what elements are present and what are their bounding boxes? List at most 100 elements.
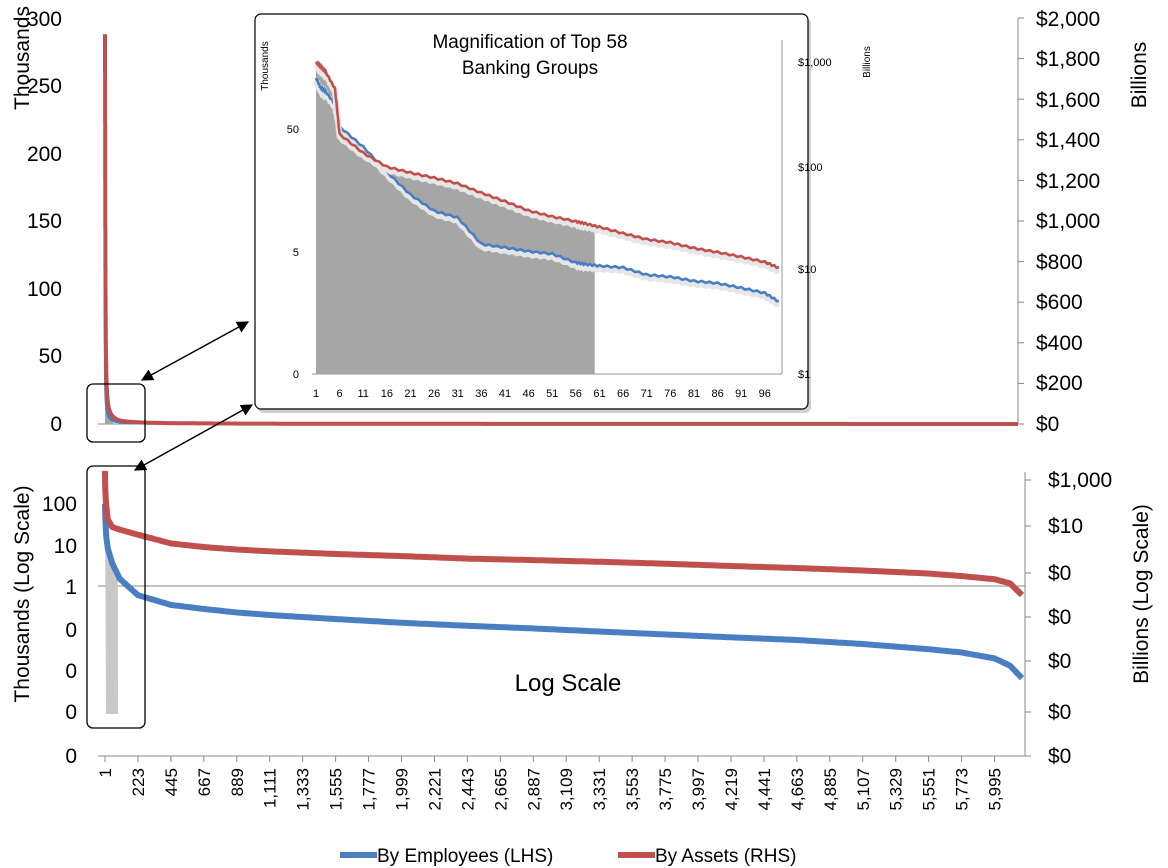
inset-x-tick: 51 [546, 388, 558, 400]
inset-x-tick: 6 [337, 388, 343, 400]
inset-title-line2: Banking Groups [462, 58, 598, 79]
inset-x-tick: 1 [313, 388, 319, 400]
top-right-tick: $0 [1036, 413, 1059, 436]
legend-employees-label: By Employees (LHS) [377, 846, 553, 867]
bottom-x-tick: 445 [162, 768, 181, 796]
inset-x-tick: 16 [381, 388, 393, 400]
inset-x-tick: 71 [641, 388, 653, 400]
inset-x-tick: 76 [664, 388, 676, 400]
inset-assets-line-shadow [313, 60, 780, 275]
bottom-x-tick: 5,551 [920, 768, 939, 811]
bottom-x-tick: 5,995 [986, 768, 1005, 811]
bottom-center-label: Log Scale [515, 670, 622, 697]
bottom-x-tick: 4,663 [788, 768, 807, 811]
inset-chart: Magnification of Top 58 Banking Groups 0… [254, 13, 873, 413]
top-chart-right-tick-marks [1018, 17, 1024, 425]
bottom-x-tick: 2,665 [491, 768, 510, 811]
legend-assets-label: By Assets (RHS) [655, 846, 796, 867]
bottom-right-tick: $0 [1048, 650, 1071, 673]
inset-x-tick: 11 [357, 388, 368, 400]
bottom-chart-right-tick-marks [1025, 479, 1031, 757]
zoom-arrow-top [140, 321, 250, 381]
bottom-x-tick: 667 [195, 768, 214, 796]
bottom-x-tick: 4,885 [821, 768, 840, 811]
bottom-right-tick: $0 [1048, 745, 1071, 768]
top-right-tick: $800 [1036, 251, 1083, 274]
inset-x-tick: 56 [570, 388, 582, 400]
inset-x-tick: 86 [711, 388, 723, 400]
top-right-tick: $1,000 [1036, 210, 1100, 233]
inset-x-tick: 81 [688, 388, 700, 400]
bottom-left-tick: 0 [65, 701, 77, 724]
bottom-x-tick: 3,997 [689, 768, 708, 811]
zoom-arrow-bottom [133, 404, 254, 471]
inset-right-tick: $10 [798, 264, 816, 276]
bottom-chart-left-ticks: 0 0 0 0 1 10 100 [42, 493, 77, 768]
inset-x-tick: 96 [759, 388, 771, 400]
top-right-tick: $600 [1036, 291, 1083, 314]
top-chart: 0 50 100 150 200 250 300 $0 $200 $400 $6… [11, 6, 1151, 443]
inset-left-tick: 0 [293, 369, 299, 381]
inset-x-tick: 66 [617, 388, 629, 400]
bottom-left-axis-title: Thousands (Log Scale) [11, 485, 34, 702]
bottom-x-tick: 2,221 [426, 768, 445, 811]
top-left-axis-title: Thousands [11, 6, 34, 110]
top-left-tick: 250 [27, 75, 62, 98]
bottom-left-tick: 0 [65, 660, 77, 683]
bottom-x-tick: 3,109 [557, 768, 576, 811]
bottom-left-tick: 100 [42, 493, 77, 516]
inset-x-tick: 46 [522, 388, 534, 400]
bottom-zoom-box [86, 465, 146, 729]
bottom-right-tick: $0 [1048, 562, 1071, 585]
inset-left-axis-title: Thousands [260, 41, 271, 90]
inset-right-axis-title: Billions [862, 46, 873, 78]
bottom-right-tick: $0 [1048, 606, 1071, 629]
bottom-x-tick: 1,333 [294, 768, 313, 811]
bottom-right-tick: $0 [1048, 701, 1071, 724]
bottom-left-tick: 0 [65, 745, 77, 768]
bottom-assets-line [102, 470, 1025, 598]
inset-left-ticks: 0 5 50 [287, 124, 299, 381]
top-right-tick: $1,200 [1036, 170, 1100, 193]
inset-x-tick: 41 [499, 388, 511, 400]
bottom-left-tick: 0 [65, 619, 77, 642]
top-right-tick: $400 [1036, 332, 1083, 355]
inset-right-tick: $1,000 [798, 57, 832, 69]
bottom-right-axis-title: Billions (Log Scale) [1130, 504, 1153, 684]
inset-left-tick: 50 [287, 124, 299, 136]
inset-right-ticks: $1 $10 $100 $1,000 [798, 57, 832, 381]
inset-left-tick: 5 [293, 247, 299, 259]
inset-x-tick: 21 [404, 388, 416, 400]
inset-assets-line [314, 60, 780, 270]
bottom-left-tick: 1 [65, 576, 77, 599]
bottom-x-tick: 1,999 [393, 768, 412, 811]
bottom-x-tick: 4,441 [755, 768, 774, 811]
inset-x-tick: 91 [735, 388, 747, 400]
inset-right-tick: $1 [798, 369, 810, 381]
bottom-x-tick: 1,111 [261, 768, 280, 808]
bottom-chart-x-ticks: 1 223 445 667 889 1,111 1,333 1,555 1,777 1,999 2,… [96, 768, 1005, 811]
bottom-x-tick: 3,553 [623, 768, 642, 811]
top-left-tick: 0 [50, 413, 62, 436]
bottom-x-tick: 2,443 [458, 768, 477, 811]
inset-x-ticks: 1 6 11 16 21 26 31 36 41 46 51 56 61 66 71 76 81 86 91 96 [313, 388, 771, 400]
bottom-x-tick: 1,777 [360, 768, 379, 811]
top-left-tick: 50 [39, 345, 62, 368]
bottom-x-tick: 1 [96, 768, 115, 777]
top-left-tick: 100 [27, 278, 62, 301]
top-right-tick: $1,400 [1036, 129, 1100, 152]
top-left-tick: 300 [27, 8, 62, 31]
inset-x-tick: 26 [428, 388, 440, 400]
top-left-tick: 150 [27, 210, 62, 233]
bottom-chart-right-ticks: $0 $0 $0 $0 $0 $10 $1,000 [1048, 469, 1112, 768]
top-chart-right-ticks: $0 $200 $400 $600 $800 $1,000 $1,200 $1,… [1036, 8, 1100, 436]
inset-title-line1: Magnification of Top 58 [432, 32, 627, 53]
bottom-x-tick: 223 [129, 768, 148, 796]
inset-right-tick: $100 [798, 162, 822, 174]
top-right-axis-title: Billions [1128, 42, 1151, 109]
top-right-tick: $1,600 [1036, 89, 1100, 112]
bottom-x-tick: 5,329 [887, 768, 906, 811]
bottom-employees-line [102, 503, 1025, 681]
bottom-x-tick: 889 [228, 768, 247, 796]
